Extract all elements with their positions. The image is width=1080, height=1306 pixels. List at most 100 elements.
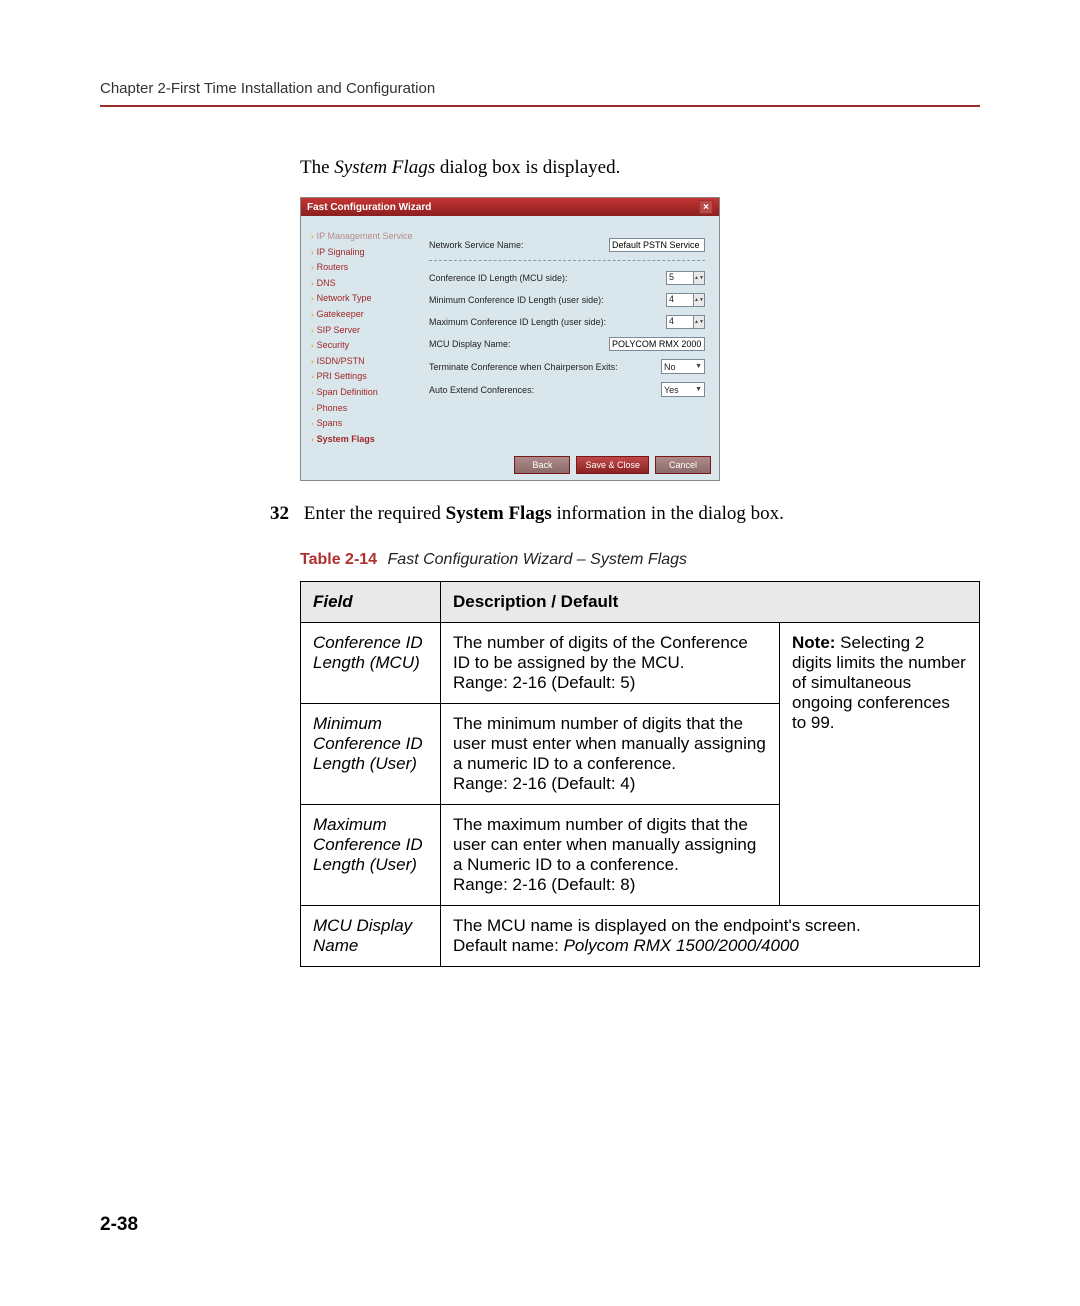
sidebar-item-ip-mgmt[interactable]: ›IP Management Service	[311, 230, 415, 243]
sidebar-item-label: SIP Server	[317, 325, 360, 335]
header-rule	[100, 105, 980, 107]
note-bold: Note:	[792, 633, 835, 652]
step-bold: System Flags	[446, 503, 552, 524]
chevron-icon: ›	[311, 263, 314, 272]
cell-note: Note: Selecting 2 digits limits the numb…	[780, 623, 980, 906]
sidebar-item-isdn-pstn[interactable]: ›ISDN/PSTN	[311, 355, 415, 368]
th-desc: Description / Default	[441, 582, 980, 623]
cancel-button[interactable]: Cancel	[655, 456, 711, 474]
sidebar-item-label: ISDN/PSTN	[317, 356, 365, 366]
max-conf-user-input[interactable]: 4	[666, 315, 694, 329]
th-field: Field	[301, 582, 441, 623]
chevron-icon: ›	[311, 232, 314, 241]
chevron-icon: ›	[311, 294, 314, 303]
cell-desc-italic: Polycom RMX 1500/2000/4000	[564, 936, 799, 955]
conf-id-mcu-input[interactable]: 5	[666, 271, 694, 285]
row-conf-id-mcu: Conference ID Length (MCU side): 5▲▼	[429, 271, 705, 285]
row-mcu-display: MCU Display Name:	[429, 337, 705, 351]
sidebar-item-ip-signaling[interactable]: ›IP Signaling	[311, 246, 415, 259]
spinner-icon[interactable]: ▲▼	[693, 315, 705, 329]
chevron-icon: ›	[311, 326, 314, 335]
chevron-icon: ›	[311, 372, 314, 381]
mcu-display-input[interactable]	[609, 337, 705, 351]
chevron-down-icon: ▼	[695, 386, 702, 393]
intro-italic: System Flags	[334, 157, 435, 178]
sidebar-item-label: System Flags	[317, 434, 375, 444]
row-network-service-name: Network Service Name:	[429, 238, 705, 252]
spinner-icon[interactable]: ▲▼	[693, 271, 705, 285]
term-chair-value: No	[664, 362, 676, 372]
step-line: 32 Enter the required System Flags infor…	[270, 503, 980, 525]
sidebar-item-label: IP Management Service	[317, 231, 413, 241]
cell-field: Conference ID Length (MCU)	[301, 623, 441, 704]
chevron-icon: ›	[311, 435, 314, 444]
cell-field: Maximum Conference ID Length (User)	[301, 805, 441, 906]
step-number: 32	[270, 503, 289, 524]
cell-desc: The number of digits of the Conference I…	[441, 623, 780, 704]
chevron-icon: ›	[311, 310, 314, 319]
dialog-titlebar: Fast Configuration Wizard ×	[301, 198, 719, 216]
save-close-button[interactable]: Save & Close	[576, 456, 649, 474]
cell-field: Minimum Conference ID Length (User)	[301, 704, 441, 805]
term-chair-label: Terminate Conference when Chairperson Ex…	[429, 362, 661, 372]
sidebar-item-network-type[interactable]: ›Network Type	[311, 292, 415, 305]
row-auto-ext: Auto Extend Conferences: Yes▼	[429, 382, 705, 397]
sidebar-item-system-flags[interactable]: ›System Flags	[311, 433, 415, 446]
system-flags-table: Field Description / Default Conference I…	[300, 581, 980, 967]
sidebar-item-sip-server[interactable]: ›SIP Server	[311, 324, 415, 337]
sidebar-item-pri-settings[interactable]: ›PRI Settings	[311, 370, 415, 383]
chevron-down-icon: ▼	[695, 363, 702, 370]
row-min-conf-user: Minimum Conference ID Length (user side)…	[429, 293, 705, 307]
intro-text: The System Flags dialog box is displayed…	[300, 157, 980, 179]
mcu-display-label: MCU Display Name:	[429, 339, 609, 349]
step-post: information in the dialog box.	[552, 503, 784, 524]
nsn-label: Network Service Name:	[429, 240, 609, 250]
sidebar-item-label: PRI Settings	[317, 371, 367, 381]
sidebar-item-label: Network Type	[317, 293, 372, 303]
sidebar-item-routers[interactable]: ›Routers	[311, 261, 415, 274]
cell-desc: The minimum number of digits that the us…	[441, 704, 780, 805]
sidebar-item-spans[interactable]: ›Spans	[311, 417, 415, 430]
term-chair-select[interactable]: No ▼	[661, 359, 705, 374]
chevron-icon: ›	[311, 357, 314, 366]
sidebar-item-phones[interactable]: ›Phones	[311, 402, 415, 415]
separator	[429, 260, 705, 261]
cell-desc: The maximum number of digits that the us…	[441, 805, 780, 906]
back-button[interactable]: Back	[514, 456, 570, 474]
dialog-title-text: Fast Configuration Wizard	[307, 202, 431, 213]
min-conf-user-input[interactable]: 4	[666, 293, 694, 307]
close-icon[interactable]: ×	[699, 200, 713, 214]
chevron-icon: ›	[311, 341, 314, 350]
chevron-icon: ›	[311, 248, 314, 257]
sidebar-item-label: Gatekeeper	[317, 309, 364, 319]
max-conf-user-label: Maximum Conference ID Length (user side)…	[429, 317, 666, 327]
nsn-input[interactable]	[609, 238, 705, 252]
sidebar-item-dns[interactable]: ›DNS	[311, 277, 415, 290]
chapter-header: Chapter 2-First Time Installation and Co…	[100, 80, 980, 97]
chevron-icon: ›	[311, 388, 314, 397]
min-conf-user-label: Minimum Conference ID Length (user side)…	[429, 295, 666, 305]
auto-ext-value: Yes	[664, 385, 679, 395]
sidebar-item-label: Spans	[317, 418, 343, 428]
cell-desc: The MCU name is displayed on the endpoin…	[441, 906, 980, 967]
sidebar-item-span-definition[interactable]: ›Span Definition	[311, 386, 415, 399]
table-row: Conference ID Length (MCU) The number of…	[301, 623, 980, 704]
sidebar-item-label: Span Definition	[317, 387, 378, 397]
cell-field: MCU Display Name	[301, 906, 441, 967]
chevron-icon: ›	[311, 419, 314, 428]
table-caption: Table 2-14 Fast Configuration Wizard – S…	[300, 551, 980, 569]
chevron-icon: ›	[311, 279, 314, 288]
table-caption-num: Table 2-14	[300, 551, 377, 568]
sidebar-item-security[interactable]: ›Security	[311, 339, 415, 352]
chevron-icon: ›	[311, 404, 314, 413]
auto-ext-select[interactable]: Yes ▼	[661, 382, 705, 397]
row-term-chair: Terminate Conference when Chairperson Ex…	[429, 359, 705, 374]
row-max-conf-user: Maximum Conference ID Length (user side)…	[429, 315, 705, 329]
sidebar-item-label: DNS	[317, 278, 336, 288]
sidebar-item-label: Security	[317, 340, 350, 350]
dialog-main: Network Service Name: Conference ID Leng…	[419, 216, 719, 452]
step-pre: Enter the required	[304, 503, 446, 524]
table-caption-text: Fast Configuration Wizard – System Flags	[388, 551, 688, 568]
spinner-icon[interactable]: ▲▼	[693, 293, 705, 307]
sidebar-item-gatekeeper[interactable]: ›Gatekeeper	[311, 308, 415, 321]
